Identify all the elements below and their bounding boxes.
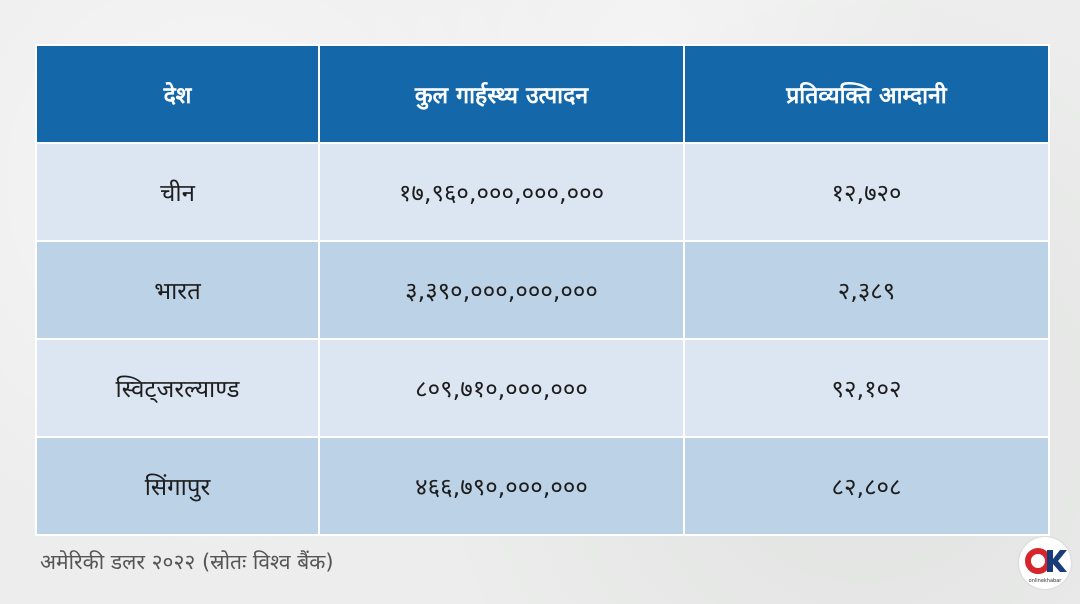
source-footnote: अमेरिकी डलर २०२२ (स्रोतः विश्व बैंक) bbox=[40, 550, 334, 574]
table-row: स्विट्जरल्याण्ड ८०९,७१०,०००,००० ९२,१०२ bbox=[35, 338, 1050, 438]
table-header-row: देश कुल गार्हस्थ्य उत्पादन प्रतिव्यक्ति … bbox=[35, 44, 1050, 144]
table-row: भारत ३,३९०,०००,०००,००० २,३८९ bbox=[35, 240, 1050, 340]
table-row: चीन १७,९६०,०००,०००,००० १२,७२० bbox=[35, 142, 1050, 242]
cell-country: स्विट्जरल्याण्ड bbox=[35, 338, 320, 438]
header-country: देश bbox=[35, 44, 320, 144]
cell-country: चीन bbox=[35, 142, 320, 242]
data-table-container: देश कुल गार्हस्थ्य उत्पादन प्रतिव्यक्ति … bbox=[35, 44, 1050, 536]
data-table: देश कुल गार्हस्थ्य उत्पादन प्रतिव्यक्ति … bbox=[35, 44, 1050, 536]
header-gdp: कुल गार्हस्थ्य उत्पादन bbox=[318, 44, 685, 144]
header-per-capita-income: प्रतिव्यक्ति आम्दानी bbox=[683, 44, 1050, 144]
svg-text:onlinekhabar: onlinekhabar bbox=[1029, 578, 1063, 584]
cell-gdp: ४६६,७९०,०००,००० bbox=[318, 436, 685, 536]
cell-country: भारत bbox=[35, 240, 320, 340]
cell-per-capita-income: २,३८९ bbox=[683, 240, 1050, 340]
cell-country: सिंगापुर bbox=[35, 436, 320, 536]
cell-gdp: ३,३९०,०००,०००,००० bbox=[318, 240, 685, 340]
cell-per-capita-income: ८२,८०८ bbox=[683, 436, 1050, 536]
cell-gdp: १७,९६०,०००,०००,००० bbox=[318, 142, 685, 242]
cell-per-capita-income: ९२,१०२ bbox=[683, 338, 1050, 438]
table-row: सिंगापुर ४६६,७९०,०००,००० ८२,८०८ bbox=[35, 436, 1050, 536]
onlinekhabar-logo-icon: onlinekhabar bbox=[1019, 537, 1071, 589]
cell-gdp: ८०९,७१०,०००,००० bbox=[318, 338, 685, 438]
cell-per-capita-income: १२,७२० bbox=[683, 142, 1050, 242]
